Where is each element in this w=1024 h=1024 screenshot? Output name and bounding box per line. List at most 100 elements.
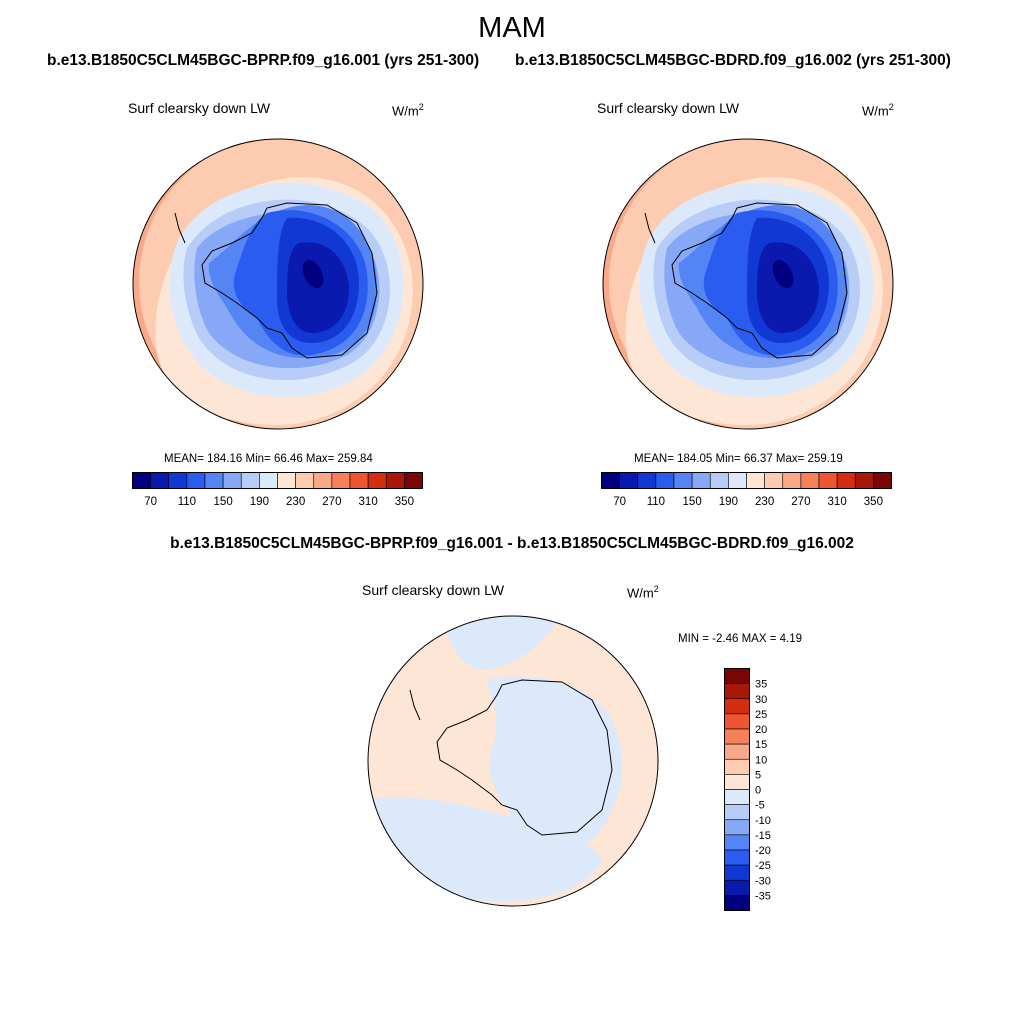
colorbar-b-cell xyxy=(709,472,729,489)
colorbar-difference-cell xyxy=(724,774,750,790)
colorbar-difference-cell xyxy=(724,789,750,805)
panel-a-variable-label: Surf clearsky down LW xyxy=(128,100,271,116)
colorbar-a-cell xyxy=(259,472,278,489)
colorbar-difference-tick-label: -5 xyxy=(755,800,765,812)
map-a-south-america-coastline xyxy=(174,212,186,244)
colorbar-difference-tick-label: -20 xyxy=(755,845,771,857)
colorbar-b-tick-label: 350 xyxy=(864,496,883,508)
diff-south-america-coastline xyxy=(409,689,421,721)
panel-a-units-label: W/m2 xyxy=(392,102,424,119)
colorbar-a-tick-label: 150 xyxy=(214,496,233,508)
colorbar-difference-cell xyxy=(724,819,750,836)
map-b-south-america-coastline xyxy=(644,212,656,244)
colorbar-difference-tick-label: -30 xyxy=(755,875,771,887)
colorbar-b-cell xyxy=(800,472,820,489)
colorbar-a-tick-label: 110 xyxy=(178,496,196,508)
colorbar-b-cell xyxy=(854,472,874,489)
colorbar-b-cell xyxy=(655,472,675,489)
colorbar-b-cell xyxy=(691,472,711,489)
colorbar-difference-tick-label: 5 xyxy=(755,769,761,781)
colorbar-a-cell xyxy=(150,472,170,489)
map-a-boundary xyxy=(132,138,424,430)
colorbar-difference-cell xyxy=(724,879,750,896)
colorbar-difference-tick-label: 25 xyxy=(755,709,767,721)
colorbar-a-cell xyxy=(277,472,296,489)
panel-diff-stats: MIN = -2.46 MAX = 4.19 xyxy=(678,633,803,645)
colorbar-a-tick-label: 230 xyxy=(286,496,305,508)
diff-region-antarctic xyxy=(487,676,623,851)
colorbar-difference-cell xyxy=(724,864,750,881)
colorbar-a-cell xyxy=(313,472,333,489)
colorbar-a-cell xyxy=(331,472,351,489)
polar-map-difference xyxy=(367,615,659,907)
colorbar-a-tick-label: 70 xyxy=(144,496,157,508)
map-b-minimum-core xyxy=(772,259,794,289)
colorbar-a: 70 110 150 190 230 270 310 350 xyxy=(132,472,423,508)
panel-b-stats: MEAN= 184.05 Min= 66.37 Max= 259.19 xyxy=(634,453,843,465)
colorbar-b-cell xyxy=(637,472,657,489)
diff-region-north xyxy=(442,616,562,670)
colorbar-a-cell xyxy=(222,472,242,489)
colorbar-difference-cell xyxy=(724,698,750,715)
colorbar-a-tick-label: 270 xyxy=(322,496,341,508)
colorbar-b-cell xyxy=(836,472,856,489)
colorbar-difference-tick-label: -10 xyxy=(755,815,771,827)
colorbar-b-cell xyxy=(818,472,838,489)
colorbar-difference-frame xyxy=(724,668,750,911)
colorbar-a-tick-label: 310 xyxy=(359,496,378,508)
colorbar-difference-tick-label: 30 xyxy=(755,694,767,706)
panel-b-variable-label: Surf clearsky down LW xyxy=(597,100,740,116)
colorbar-difference-cell xyxy=(724,713,750,730)
map-a-minimum-core xyxy=(302,259,324,289)
colorbar-difference-tick-label: -35 xyxy=(755,890,771,902)
colorbar-difference-cell xyxy=(724,804,750,821)
polar-map-a xyxy=(132,138,424,430)
colorbar-a-cell xyxy=(404,472,423,489)
colorbar-difference-cell xyxy=(724,743,750,760)
map-b-boundary xyxy=(602,138,894,430)
colorbar-a-tick-label: 350 xyxy=(395,496,414,508)
colorbar-b-cell xyxy=(728,472,747,489)
colorbar-difference-tick-label: 35 xyxy=(755,679,767,691)
figure-title: MAM xyxy=(478,12,546,44)
colorbar-b-tick-label: 70 xyxy=(613,496,626,508)
colorbar-difference: 35 30 25 20 15 10 5 0 -5 -10 -15 -20 -25 -30 -35 xyxy=(724,668,771,911)
colorbar-difference-cell xyxy=(724,849,750,866)
colorbar-a-cell xyxy=(168,472,188,489)
colorbar-b-tick-label: 150 xyxy=(683,496,702,508)
case-b-title: b.e13.B1850C5CLM45BGC-BDRD.f09_g16.002 (… xyxy=(515,52,951,69)
colorbar-difference-tick-label: -25 xyxy=(755,860,771,872)
panel-a-stats: MEAN= 184.16 Min= 66.46 Max= 259.84 xyxy=(164,453,373,465)
map-b-antarctica-coastline xyxy=(671,202,848,359)
map-a-antarctica-coastline xyxy=(201,202,378,359)
colorbar-difference-cell xyxy=(724,758,750,775)
panel-diff-variable-label: Surf clearsky down LW xyxy=(362,582,505,598)
colorbar-a-frame xyxy=(132,472,423,489)
colorbar-b-tick-label: 190 xyxy=(719,496,738,508)
panel-diff-units-label: W/m2 xyxy=(627,584,659,601)
colorbar-a-tick-label: 190 xyxy=(250,496,269,508)
diff-map-boundary xyxy=(367,615,659,907)
colorbar-a-cell xyxy=(295,472,315,489)
colorbar-b-cell xyxy=(673,472,693,489)
colorbar-b-tick-label: 230 xyxy=(755,496,774,508)
colorbar-a-cell xyxy=(204,472,224,489)
colorbar-difference-tick-label: 20 xyxy=(755,724,767,736)
colorbar-difference-cell xyxy=(724,895,750,911)
colorbar-b-frame xyxy=(601,472,892,489)
case-a-title: b.e13.B1850C5CLM45BGC-BPRP.f09_g16.001 (… xyxy=(47,52,480,69)
colorbar-b: 70 110 150 190 230 270 310 350 xyxy=(601,472,892,508)
colorbar-difference-tick-label: -15 xyxy=(755,830,771,842)
colorbar-a-cell xyxy=(186,472,206,489)
colorbar-difference-cell xyxy=(724,683,750,700)
panel-b-units-label: W/m2 xyxy=(862,102,894,119)
colorbar-difference-cell xyxy=(724,728,750,745)
colorbar-b-tick-label: 310 xyxy=(828,496,847,508)
colorbar-a-cell xyxy=(132,472,151,489)
difference-title: b.e13.B1850C5CLM45BGC-BPRP.f09_g16.001 -… xyxy=(170,535,854,552)
colorbar-a-cell xyxy=(385,472,405,489)
colorbar-b-cell xyxy=(873,472,892,489)
polar-map-b xyxy=(602,138,894,430)
colorbar-b-cell xyxy=(746,472,765,489)
diff-antarctica-coastline xyxy=(436,679,613,836)
